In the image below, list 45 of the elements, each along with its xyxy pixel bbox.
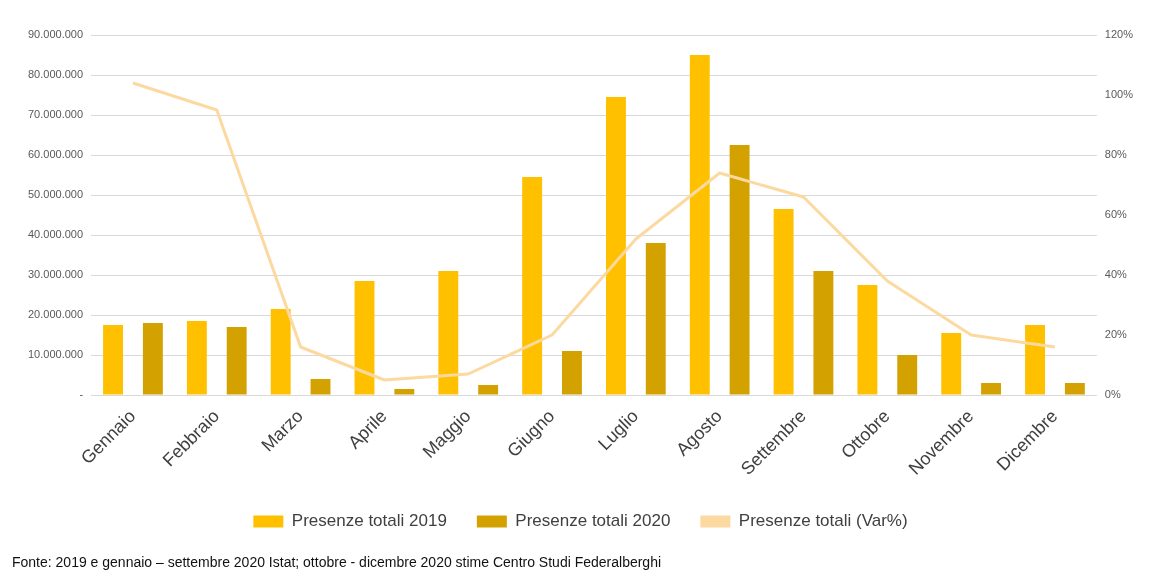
bar — [689, 55, 710, 395]
bar — [645, 243, 666, 395]
y-tick-label: 20.000.000 — [27, 308, 84, 321]
bar — [186, 321, 207, 395]
source-note: Fonte: 2019 e gennaio – settembre 2020 Istat; ottobre - dicembre 2020 stime Centro Studi Federalberghi — [12, 554, 662, 570]
bar — [981, 383, 1001, 395]
legend-label: Presenze totali (Var%) — [738, 511, 908, 531]
y-tick-label: 40.000.000 — [27, 228, 84, 241]
legend-label: Presenze totali 2020 — [515, 511, 671, 531]
bar — [813, 271, 834, 395]
bar — [478, 385, 499, 395]
y-tick-label: - — [79, 388, 84, 401]
y2-tick-label: 0% — [1104, 388, 1121, 401]
y2-tick-label: 60% — [1104, 208, 1128, 221]
y-tick-label: 90.000.000 — [27, 28, 84, 41]
bar — [394, 389, 415, 395]
y-tick-label: 60.000.000 — [27, 148, 84, 161]
bar — [142, 323, 163, 395]
y-tick-label: 30.000.000 — [27, 268, 84, 281]
bar — [354, 281, 375, 395]
bar — [729, 145, 750, 395]
y-tick-label: 80.000.000 — [27, 68, 84, 81]
bar — [226, 327, 247, 395]
bar — [857, 285, 878, 395]
bar — [1064, 383, 1085, 395]
y2-tick-label: 100% — [1104, 88, 1134, 101]
bar — [562, 351, 582, 395]
bar — [103, 325, 124, 395]
bar — [897, 355, 918, 395]
y-tick-label: 70.000.000 — [27, 108, 84, 121]
bar — [941, 333, 962, 395]
y2-tick-label: 80% — [1104, 148, 1128, 161]
bar — [310, 379, 331, 395]
y2-tick-label: 20% — [1104, 328, 1128, 341]
y-tick-label: 10.000.000 — [27, 348, 84, 361]
bar — [1025, 325, 1045, 395]
bar — [773, 209, 794, 395]
y-tick-label: 50.000.000 — [27, 188, 84, 201]
y2-tick-label: 120% — [1104, 28, 1134, 41]
bar — [270, 309, 291, 395]
y2-tick-label: 40% — [1104, 268, 1128, 281]
bar — [606, 97, 626, 395]
bar — [522, 177, 543, 395]
legend-label: Presenze totali 2019 — [291, 511, 447, 531]
bar — [438, 271, 459, 395]
